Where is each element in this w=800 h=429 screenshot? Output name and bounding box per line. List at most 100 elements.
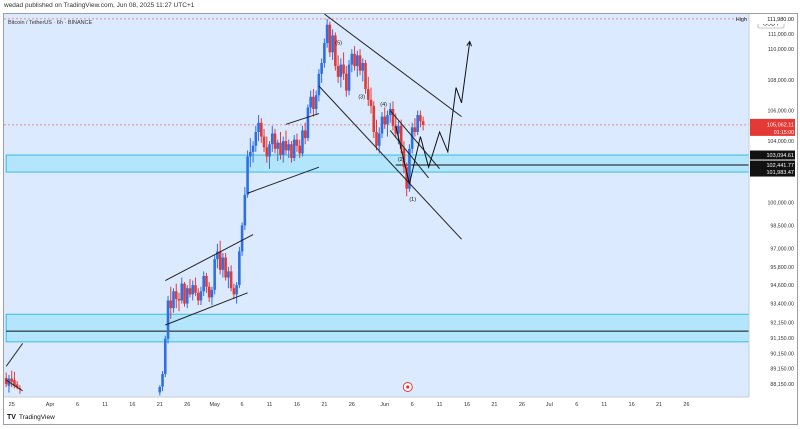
- candle: [265, 136, 269, 163]
- candle: [213, 254, 216, 295]
- candle: [347, 59, 351, 96]
- y-tick-label: 93,400.00: [770, 302, 794, 308]
- y-tick-label: 106,000.00: [767, 109, 794, 115]
- candle-body: [180, 283, 184, 301]
- candle-body: [221, 257, 225, 270]
- candle-body: [213, 259, 216, 290]
- candle: [240, 222, 244, 257]
- x-tick-label: 16: [629, 402, 635, 408]
- candle-body: [227, 271, 230, 278]
- candle: [229, 265, 233, 292]
- candle-body: [224, 257, 227, 278]
- candle: [325, 18, 329, 48]
- candle-body: [347, 64, 351, 91]
- candle-body: [185, 288, 189, 304]
- price-label: 103,094.61: [766, 153, 794, 159]
- candle: [268, 141, 271, 169]
- x-tick-label: 16: [464, 402, 470, 408]
- price-chart[interactable]: (5) (4) (3) (2) (1) USDT 111,000.00 110,000.00 1…: [4, 13, 797, 424]
- candle: [312, 89, 315, 117]
- candle: [388, 102, 392, 123]
- price-label-box: [750, 167, 795, 177]
- candle-body: [251, 145, 255, 152]
- candle: [306, 104, 310, 142]
- x-tick-label: 26: [184, 402, 190, 408]
- trend-line: [389, 130, 430, 179]
- x-tick-label: Jul: [546, 402, 553, 408]
- candle-body: [240, 225, 244, 252]
- candle-body: [243, 194, 247, 226]
- x-tick-label: May: [209, 402, 220, 408]
- chart-frame: (5) (4) (3) (2) (1) USDT 111,000.00 110,000.00 1…: [3, 13, 798, 425]
- candle: [372, 101, 376, 139]
- candle: [221, 252, 225, 278]
- wave-label: (3): [358, 94, 365, 100]
- candle: [166, 295, 170, 344]
- y-tick-label: 89,150.00: [770, 367, 794, 373]
- candle: [358, 49, 362, 76]
- candle-body: [161, 374, 164, 387]
- candle-body: [366, 89, 370, 100]
- candle-body: [410, 127, 414, 149]
- candle-body: [336, 66, 340, 77]
- price-label: 101,983.47: [766, 170, 794, 176]
- time-axis: [4, 397, 797, 408]
- x-tick-label: 6: [76, 402, 79, 408]
- y-tick-label: 88,150.00: [770, 382, 794, 388]
- candle: [419, 110, 422, 128]
- price-label: 102,441.77: [766, 163, 794, 169]
- candle: [161, 370, 164, 392]
- candle: [364, 59, 367, 94]
- trend-line: [247, 166, 320, 194]
- candle-body: [402, 148, 406, 168]
- candle: [163, 335, 167, 378]
- candle-body: [421, 121, 425, 125]
- candle: [210, 286, 214, 306]
- candle-body: [254, 131, 258, 146]
- candle-body: [353, 53, 356, 67]
- candle-body: [4, 378, 8, 385]
- projection-path: [395, 41, 471, 185]
- candle: [177, 292, 181, 312]
- candle-body: [218, 251, 222, 270]
- candle-body: [183, 283, 186, 304]
- x-tick-label: 26: [683, 402, 689, 408]
- candle: [410, 122, 414, 154]
- wave-label: (4): [380, 102, 387, 108]
- y-tick-label: 104,000.00: [767, 139, 794, 145]
- candle: [188, 279, 192, 298]
- candle-body: [408, 148, 411, 189]
- candle: [218, 240, 222, 275]
- x-tick-label: 6: [241, 402, 244, 408]
- candle: [290, 141, 293, 163]
- candle: [421, 116, 425, 131]
- y-tick-label: 98,500.00: [770, 223, 794, 229]
- candle-body: [339, 64, 343, 77]
- candle: [355, 50, 359, 77]
- candle: [391, 101, 395, 131]
- y-tick-label: 94,600.00: [770, 283, 794, 289]
- candle-body: [191, 285, 195, 295]
- candle-body: [281, 141, 285, 155]
- candle: [309, 90, 312, 114]
- candle-body: [405, 167, 408, 189]
- candle: [383, 107, 387, 129]
- candle: [235, 282, 238, 304]
- candle: [295, 133, 299, 152]
- x-tick-label: 26: [519, 402, 525, 408]
- candle-body: [342, 64, 345, 74]
- candle: [224, 252, 227, 281]
- candle: [183, 282, 186, 307]
- y-tick-label: 108,000.00: [767, 78, 794, 84]
- candle-body: [394, 125, 398, 134]
- candle-body: [174, 291, 178, 299]
- currency-button-label: USDT: [763, 22, 780, 28]
- x-tick-label: 21: [656, 402, 662, 408]
- candle-body: [284, 141, 288, 151]
- candle-body: [312, 96, 315, 109]
- candle-body: [229, 271, 233, 289]
- candle: [339, 58, 343, 88]
- candle-body: [323, 43, 326, 64]
- candle-body: [309, 96, 312, 108]
- candle-body: [210, 289, 214, 298]
